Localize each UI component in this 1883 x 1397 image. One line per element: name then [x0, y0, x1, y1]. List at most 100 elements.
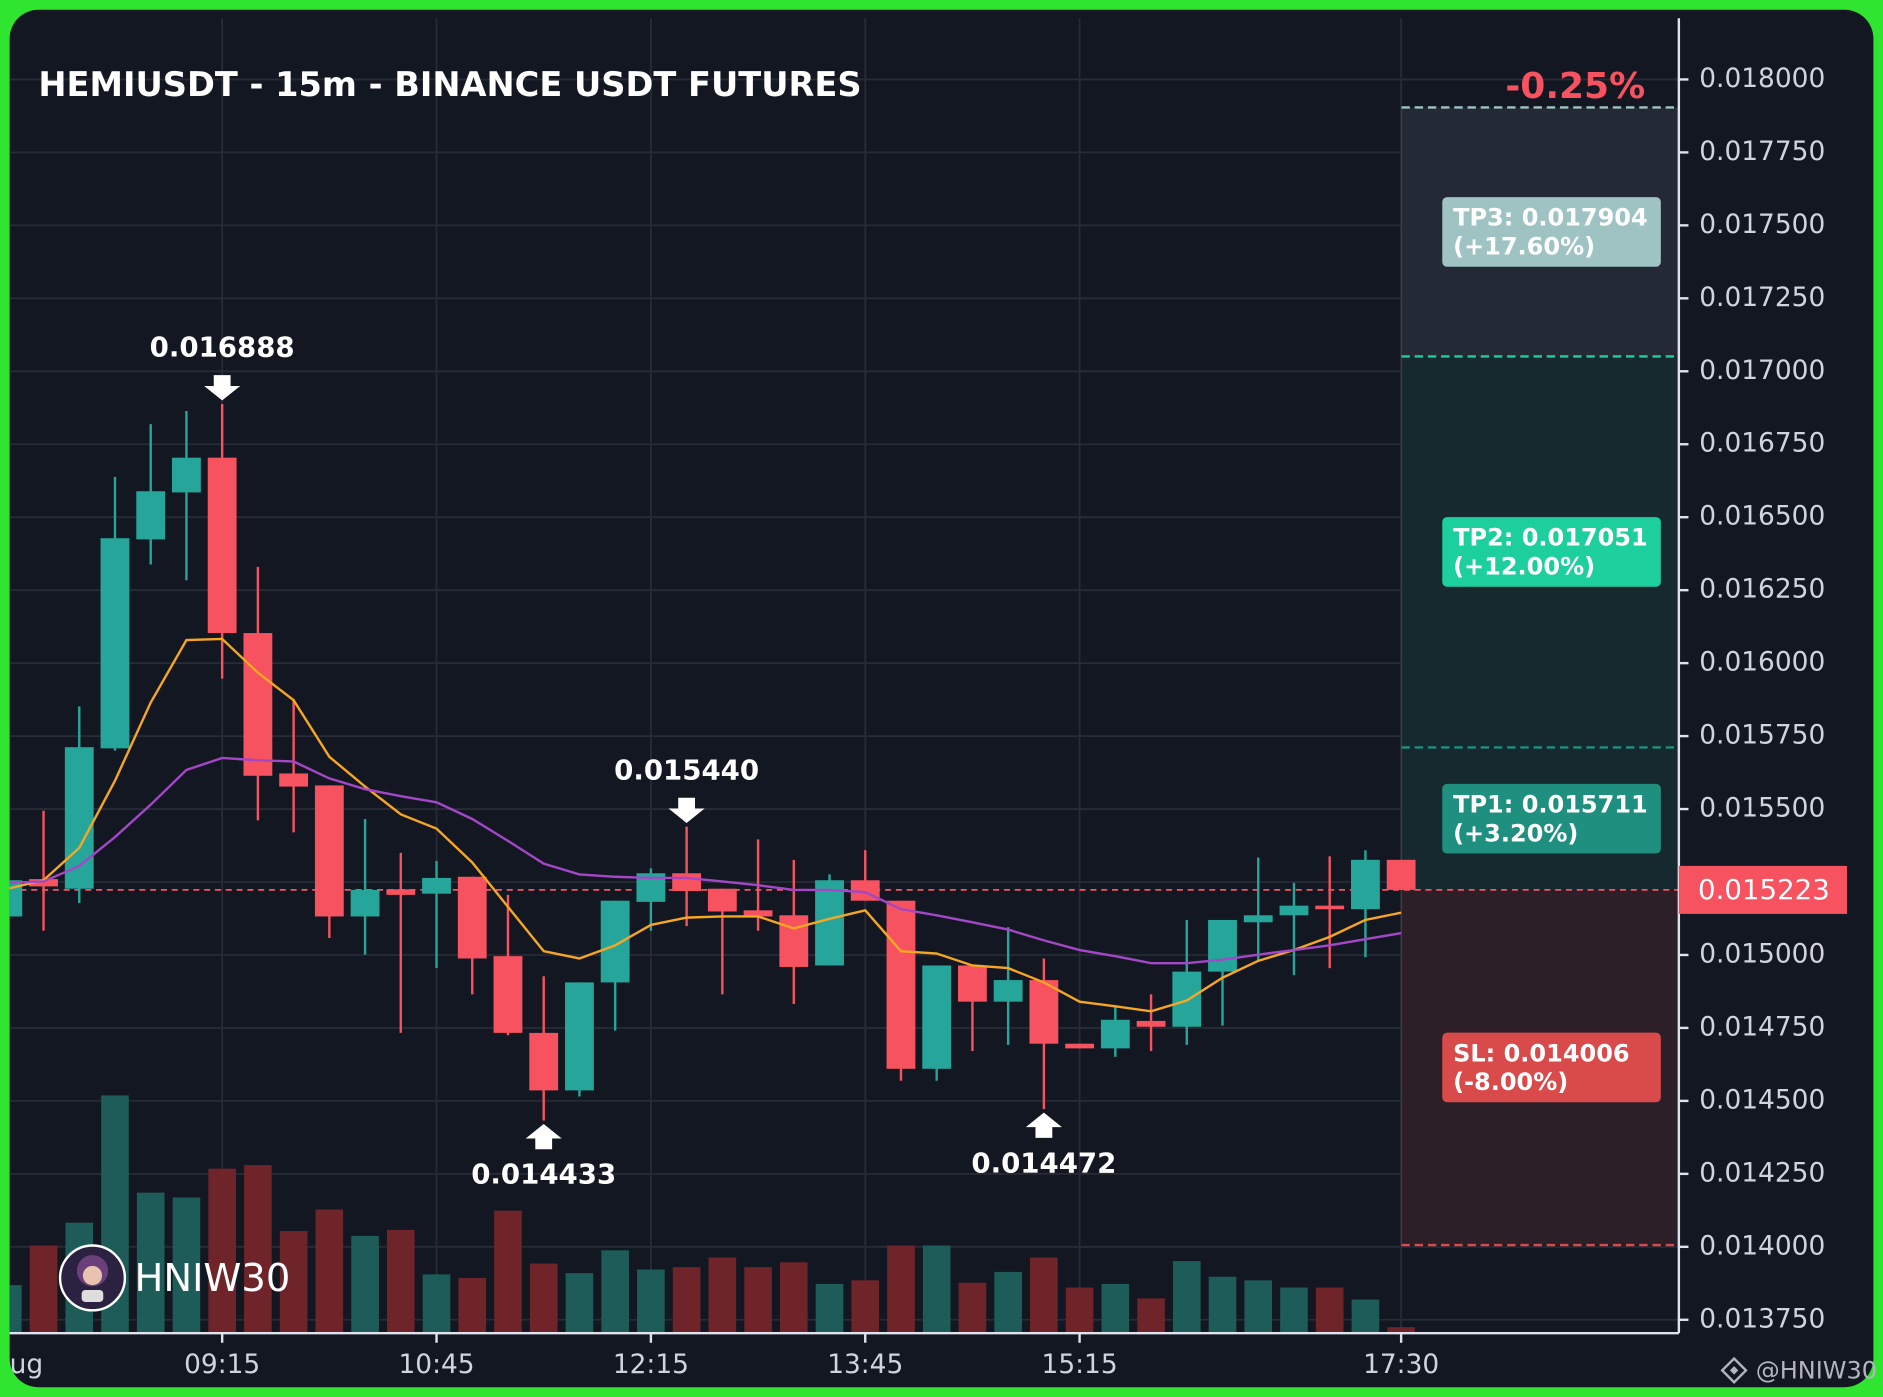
- candle-body: [565, 982, 594, 1091]
- volume-bar: [672, 1267, 701, 1334]
- target-badge: [1442, 1032, 1661, 1103]
- volume-bar: [851, 1280, 880, 1334]
- candle-body: [172, 457, 201, 493]
- y-tick-label: 0.014500: [1699, 1084, 1825, 1115]
- volume-bar: [172, 1197, 201, 1334]
- exchange-logo: [1720, 1356, 1748, 1384]
- x-tick-label: 13:45: [827, 1349, 903, 1380]
- candle-body: [529, 1032, 559, 1091]
- candle-body: [493, 956, 523, 1033]
- volume-bar: [779, 1262, 808, 1334]
- volume-bar: [422, 1274, 451, 1334]
- y-tick-label: 0.014750: [1699, 1011, 1825, 1042]
- candle-body: [422, 877, 451, 894]
- candle-body: [243, 633, 273, 776]
- volume-bar: [9, 1285, 22, 1334]
- avatar: [58, 1244, 127, 1312]
- x-tick-label: 09:15: [184, 1349, 260, 1380]
- watermark: HNIW30: [135, 1256, 291, 1301]
- y-tick-label: 0.017500: [1699, 209, 1825, 240]
- price-badge: [1678, 865, 1847, 914]
- target-label: TP3: 0.017904: [1453, 204, 1648, 232]
- y-tick-label: 0.017000: [1699, 355, 1825, 386]
- y-tick-label: 0.015750: [1699, 720, 1825, 751]
- volume-bar: [994, 1271, 1022, 1334]
- target-badge: [1442, 517, 1661, 587]
- y-tick-label: 0.016750: [1699, 428, 1825, 459]
- annotation-label: 0.016888: [150, 331, 295, 364]
- price-badge-label: 0.015223: [1698, 873, 1830, 906]
- moving-average: [9, 756, 1402, 965]
- candle-body: [1136, 1020, 1166, 1027]
- candle-body: [100, 538, 130, 749]
- volume-bar: [922, 1245, 951, 1334]
- target-badge: [1442, 783, 1661, 854]
- volume-bar: [208, 1168, 236, 1334]
- candle-body: [457, 876, 487, 959]
- candle-body: [779, 915, 809, 967]
- candle-body: [1100, 1019, 1130, 1049]
- annotation-arrow: [1025, 1112, 1062, 1138]
- target-badge: [1442, 197, 1661, 267]
- moving-average: [9, 637, 1402, 1013]
- volume-bar: [29, 1245, 58, 1334]
- target-pct: (+3.20%): [1453, 819, 1578, 847]
- target-label: TP1: 0.015711: [1453, 790, 1648, 818]
- volume-bar: [136, 1192, 165, 1334]
- volume-bar: [494, 1210, 522, 1334]
- volume-bar: [887, 1245, 915, 1334]
- candle-body: [886, 900, 916, 1069]
- annotation-arrow: [668, 797, 705, 823]
- annotation-label: 0.014433: [471, 1158, 616, 1191]
- candle-body: [207, 457, 237, 634]
- candle-body: [314, 785, 344, 917]
- y-tick-label: 0.016250: [1699, 574, 1825, 605]
- y-tick-label: 0.014250: [1699, 1157, 1825, 1188]
- target-pct: (-8.00%): [1453, 1068, 1568, 1096]
- candle-body: [279, 773, 309, 787]
- candle-body: [1243, 915, 1273, 923]
- volume-bar: [1244, 1280, 1273, 1334]
- volume-bar: [958, 1282, 987, 1334]
- candle-body: [743, 910, 773, 917]
- candle-body: [815, 880, 844, 966]
- candle-body: [1279, 905, 1309, 916]
- volume-bar: [637, 1269, 665, 1334]
- volume-bar: [565, 1273, 594, 1334]
- candle-body: [386, 889, 416, 895]
- annotation-arrow: [204, 375, 241, 401]
- candle-body: [922, 965, 952, 1069]
- x-tick-label: 10:45: [398, 1349, 474, 1380]
- candle-body: [958, 965, 987, 1002]
- y-tick-label: 0.015500: [1699, 793, 1825, 824]
- volume-bar: [601, 1250, 629, 1334]
- volume-bar: [1065, 1287, 1094, 1334]
- volume-bar: [1172, 1261, 1201, 1334]
- candle-body: [600, 900, 630, 983]
- volume-bar: [1351, 1299, 1380, 1334]
- x-tick-label: 12:15: [613, 1349, 689, 1380]
- annotation-label: 0.015440: [614, 753, 759, 786]
- chart-title: HEMIUSDT - 15m - BINANCE USDT FUTURES: [38, 65, 861, 104]
- candle-body: [1315, 905, 1345, 910]
- y-tick-label: 0.016000: [1699, 647, 1825, 678]
- volume-bar: [315, 1209, 344, 1334]
- target-label: TP2: 0.017051: [1453, 524, 1648, 552]
- volume-bar: [1208, 1276, 1237, 1334]
- volume-bar: [386, 1229, 415, 1334]
- candle-body: [1386, 859, 1416, 890]
- y-tick-label: 0.016500: [1699, 501, 1825, 532]
- volume-bar: [279, 1231, 308, 1334]
- y-tick-label: 0.015000: [1699, 938, 1825, 969]
- candle-body: [993, 980, 1023, 1002]
- y-tick-label: 0.017750: [1699, 136, 1825, 167]
- volume-bar: [708, 1257, 737, 1334]
- volume-bar: [1030, 1257, 1058, 1334]
- x-tick-label: ug: [10, 1349, 44, 1380]
- y-tick-label: 0.017250: [1699, 282, 1825, 313]
- target-pct: (+12.00%): [1453, 553, 1595, 581]
- volume-bar: [244, 1165, 272, 1334]
- volume-bar: [1101, 1283, 1130, 1334]
